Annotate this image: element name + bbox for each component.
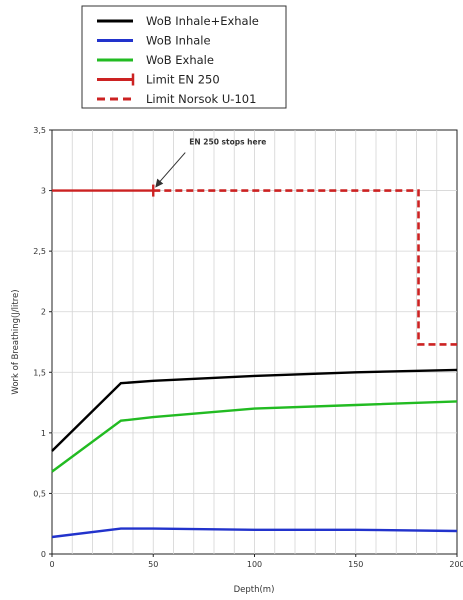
y-tick-label: 0,5 (33, 489, 46, 498)
annotation-arrow-line (156, 152, 186, 185)
x-tick-label: 150 (348, 560, 363, 569)
x-tick-label: 200 (449, 560, 463, 569)
legend-label: WoB Exhale (146, 53, 214, 67)
legend: WoB Inhale+Exhale WoB Inhale WoB Exhale Lim… (81, 5, 287, 109)
legend-item: Limit EN 250 (97, 73, 220, 87)
series-line-4 (153, 189, 457, 346)
y-tick-label: 1 (41, 429, 46, 438)
annotation-layer: EN 250 stops here (155, 138, 266, 188)
legend-item: WoB Inhale (97, 34, 211, 48)
series-layer (51, 184, 458, 539)
y-axis-ticks: 0 0,5 1 1,5 2 2,5 3 3,5 (33, 126, 52, 559)
x-tick-label: 50 (148, 560, 158, 569)
x-axis-label: Depth(m) (234, 585, 275, 595)
legend-item: WoB Inhale+Exhale (97, 14, 259, 28)
legend-label: Limit Norsok U-101 (146, 92, 256, 106)
annotation-text: EN 250 stops here (189, 138, 266, 147)
y-tick-label: 0 (41, 550, 46, 559)
y-tick-label: 1,5 (33, 368, 46, 377)
x-axis-ticks: 0 50 100 150 200 (49, 554, 463, 569)
y-tick-label: 3,5 (33, 126, 46, 135)
legend-item: Limit Norsok U-101 (97, 92, 256, 106)
legend-label: WoB Inhale (146, 34, 211, 48)
series-line-1 (51, 527, 458, 539)
legend-box (81, 5, 287, 109)
x-tick-label: 0 (49, 560, 54, 569)
series-line-0 (51, 368, 458, 452)
y-axis-label: Work of Breathing(J/litre) (11, 289, 21, 394)
y-tick-label: 2,5 (33, 247, 46, 256)
grid (52, 130, 457, 554)
annotation-arrow-head (155, 178, 164, 188)
series-line-2 (51, 400, 458, 473)
plot-area: EN 250 stops here (51, 129, 458, 555)
y-tick-label: 2 (41, 308, 46, 317)
legend-label: WoB Inhale+Exhale (146, 14, 259, 28)
x-tick-label: 100 (247, 560, 262, 569)
legend-label: Limit EN 250 (146, 73, 220, 87)
y-tick-label: 3 (41, 187, 46, 196)
legend-item: WoB Exhale (97, 53, 214, 67)
